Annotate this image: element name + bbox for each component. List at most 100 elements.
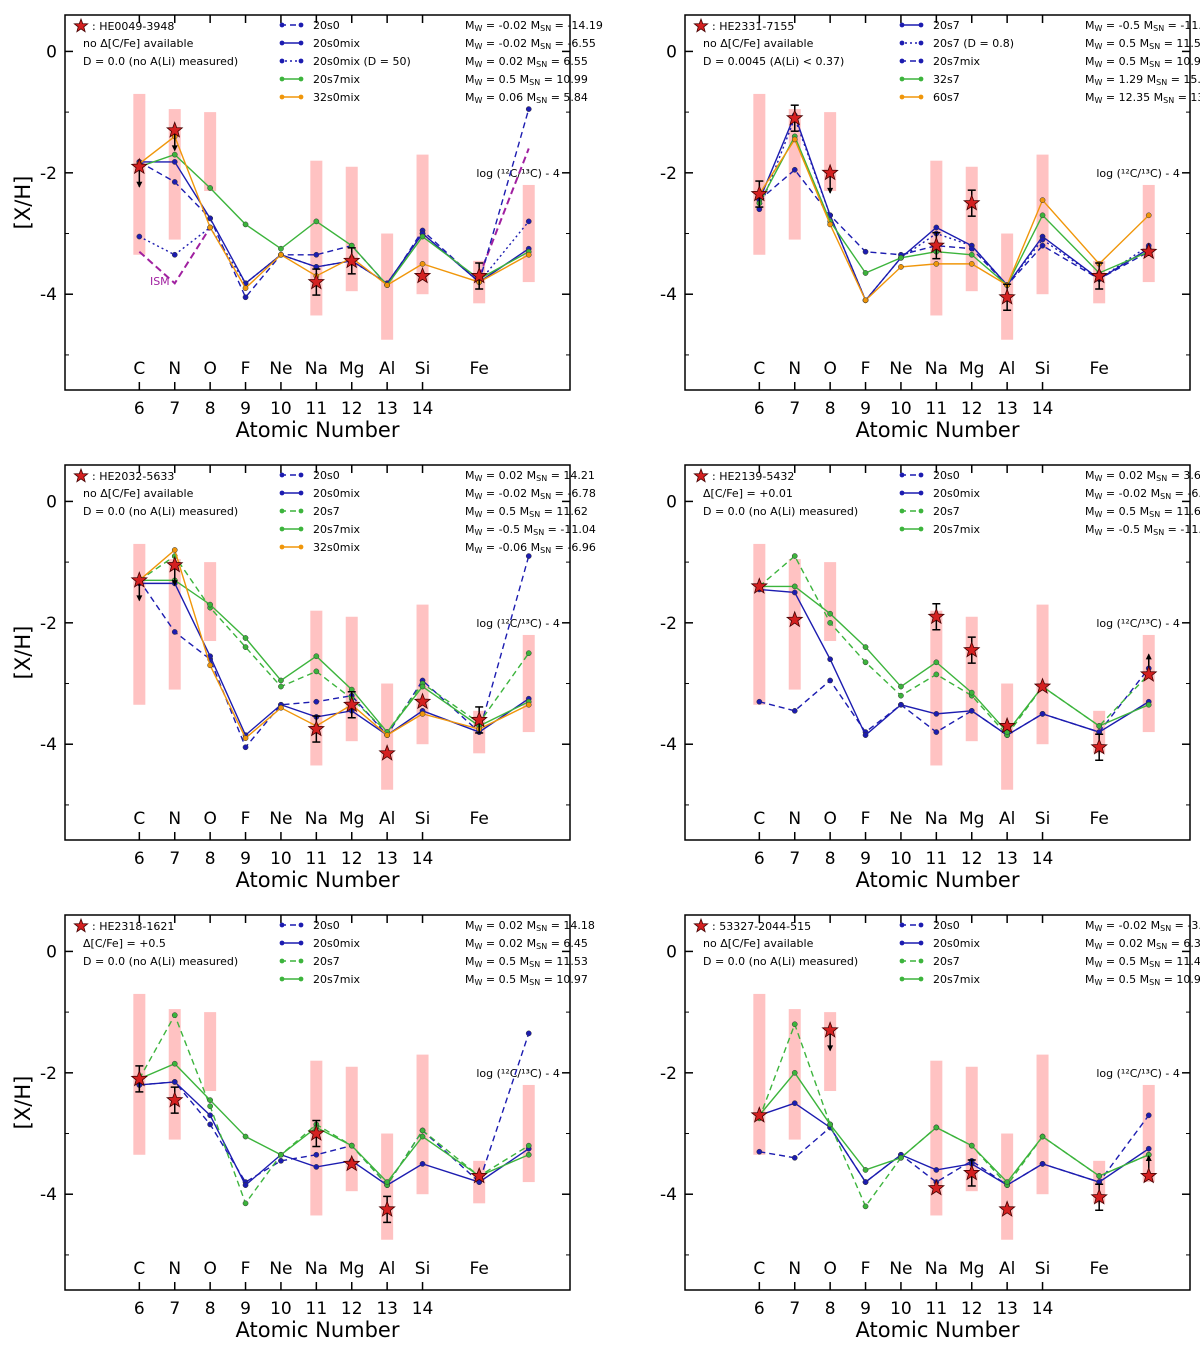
data-point xyxy=(419,711,426,717)
y-tick-label: -4 xyxy=(40,285,57,305)
element-label: Al xyxy=(379,359,395,379)
msn-value: 10.95 xyxy=(1176,973,1200,986)
element-label: Mg xyxy=(959,359,984,379)
data-point xyxy=(278,677,284,684)
star-legend-label: : HE2318-1621 xyxy=(92,920,174,933)
y-tick-label: -2 xyxy=(660,1064,677,1084)
legend-marker xyxy=(899,94,905,100)
element-label: Fe xyxy=(1090,809,1109,829)
arrow-head xyxy=(136,595,143,602)
data-point xyxy=(207,1103,213,1110)
ratio-annotation: log (¹²C/¹³C) - 4 xyxy=(1096,1067,1180,1080)
observed-star-marker xyxy=(307,1124,325,1141)
data-point xyxy=(1039,711,1046,717)
observed-star-marker xyxy=(470,710,488,728)
x-tick-label: 9 xyxy=(240,399,251,419)
legend-label: 20s7mix xyxy=(313,523,360,536)
element-label: Na xyxy=(305,359,328,379)
legend-label: 20s7 xyxy=(933,19,960,32)
legend-marker xyxy=(918,490,924,496)
x-tick-label: 10 xyxy=(270,399,292,419)
data-point xyxy=(933,1124,940,1131)
series-line xyxy=(759,585,1150,734)
msn-value: -11.04 xyxy=(560,523,595,536)
data-point xyxy=(136,233,143,240)
observed-star-marker xyxy=(413,266,432,284)
series-20s0mix xyxy=(756,586,1152,738)
msn-value: 6.33 xyxy=(1183,937,1200,950)
x-tick-label: 12 xyxy=(961,849,983,869)
msn-value: -14.19 xyxy=(567,19,602,32)
data-point xyxy=(1039,212,1046,219)
data-point xyxy=(791,583,798,590)
data-point xyxy=(933,224,940,231)
data-point xyxy=(242,285,249,291)
y-tick-label: 0 xyxy=(666,942,677,962)
legend-mass: MW = 0.5 MSN = 10.97 xyxy=(465,973,588,987)
element-label: Si xyxy=(415,1259,431,1279)
legend-label: 32s0mix xyxy=(313,541,360,554)
legend-mass: MW = 0.5 MSN = 11.48 xyxy=(1085,955,1200,969)
x-axis-label: Atomic Number xyxy=(856,1318,1020,1342)
element-label: Na xyxy=(925,1259,948,1279)
mw-value: -0.02 xyxy=(499,19,527,32)
legend-marker xyxy=(279,976,285,982)
series-20s7mix xyxy=(756,166,1152,288)
x-tick-label: 14 xyxy=(412,849,434,869)
observed-range-bar xyxy=(753,543,766,705)
element-label: Ne xyxy=(889,809,912,829)
series-line xyxy=(758,134,1150,287)
star-legend-icon xyxy=(73,17,89,33)
data-point xyxy=(171,1079,178,1085)
observed-star-marker xyxy=(1140,1166,1158,1184)
legend-marker xyxy=(298,490,304,496)
element-label: Na xyxy=(925,809,948,829)
data-point xyxy=(207,1097,213,1103)
data-point xyxy=(207,1112,213,1119)
panel-6: 0 -2 -4 6 7 8 9 10 11 12 13 14 C N O F Ne Na Mg Al Si Fe Atomi… xyxy=(660,914,1200,1342)
data-point xyxy=(278,245,284,252)
data-point xyxy=(242,294,249,301)
legend-marker xyxy=(279,922,285,928)
observed-star-marker xyxy=(343,1154,361,1172)
data-point xyxy=(827,221,833,228)
observed-star-marker xyxy=(1090,266,1108,284)
mw-value: 0.5 xyxy=(1119,37,1137,50)
legend-mass: MW = -0.06 MSN = -6.96 xyxy=(465,541,596,555)
mw-value: 0.02 xyxy=(499,55,524,68)
data-point xyxy=(1096,723,1103,729)
x-tick-label: 13 xyxy=(996,399,1018,419)
data-point xyxy=(242,744,249,751)
x-tick-label: 13 xyxy=(996,849,1018,869)
data-point xyxy=(898,254,904,261)
star-legend-label: : 53327-2044-515 xyxy=(712,920,811,933)
x-tick-label: 10 xyxy=(270,1299,292,1319)
data-point xyxy=(525,251,532,258)
data-point xyxy=(968,261,975,267)
legend-marker xyxy=(899,958,905,964)
x-tick-label: 8 xyxy=(825,399,836,419)
x-tick-label: 14 xyxy=(412,1299,434,1319)
legend-label: 20s7 xyxy=(313,505,340,518)
legend-mass: MW = 0.5 MSN = 11.53 xyxy=(465,955,588,969)
observed-star-marker xyxy=(786,610,804,628)
legend-mass: MW = -0.5 MSN = -11.03 xyxy=(1085,523,1200,537)
legend-mass: MW = 0.5 MSN = 11.62 xyxy=(465,505,588,519)
data-point xyxy=(827,656,833,663)
data-point xyxy=(862,1167,869,1173)
x-tick-label: 11 xyxy=(926,849,948,869)
mw-value: 0.5 xyxy=(1119,973,1137,986)
panel-3: 0 -2 -4 6 7 8 9 10 11 12 13 14 C N O F Ne Na Mg Al Si Fe Atomi… xyxy=(11,464,596,892)
element-label: Mg xyxy=(959,809,984,829)
data-point xyxy=(791,136,798,143)
x-tick-label: 7 xyxy=(789,1299,800,1319)
x-tick-label: 10 xyxy=(890,399,912,419)
legend-mass: MW = 1.29 MSN = 15.55 xyxy=(1085,73,1200,87)
x-tick-label: 6 xyxy=(134,1299,145,1319)
legend-mass: MW = 0.02 MSN = 6.55 xyxy=(465,55,588,69)
msn-value: 10.96 xyxy=(1176,55,1200,68)
mw-value: -0.5 xyxy=(1119,523,1140,536)
mw-value: -0.02 xyxy=(1119,487,1147,500)
data-point xyxy=(313,1164,320,1170)
observed-star-marker xyxy=(1090,738,1108,755)
